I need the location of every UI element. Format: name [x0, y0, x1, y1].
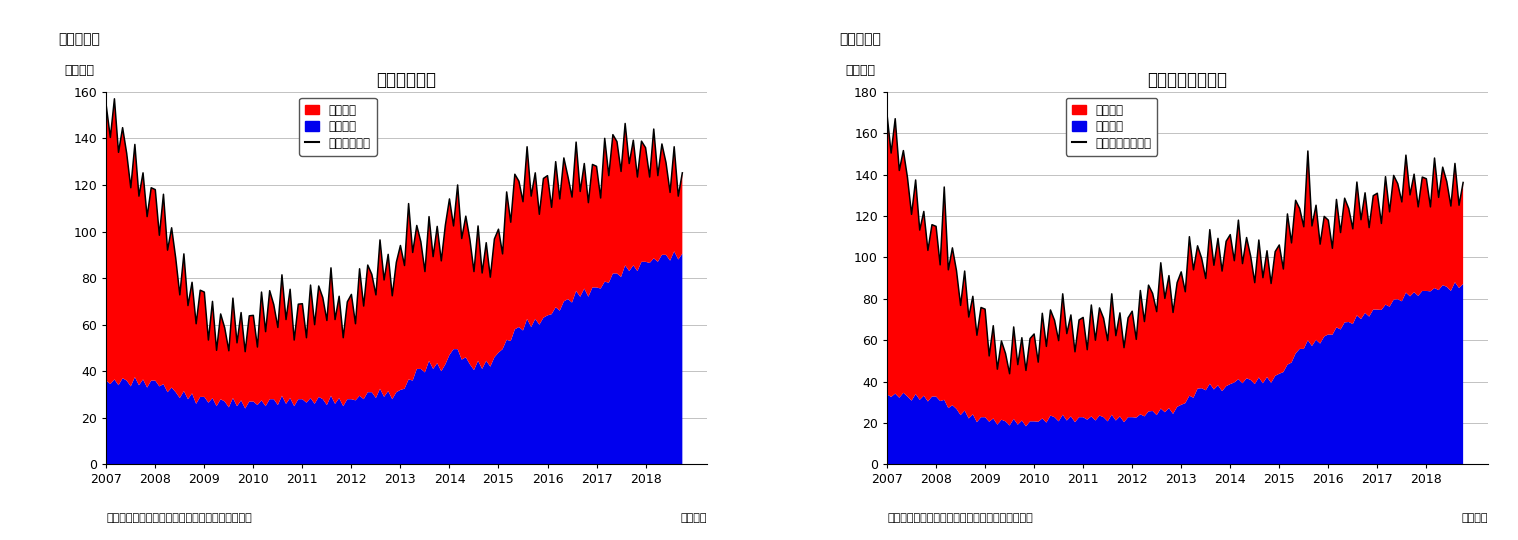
Text: （万件）: （万件）	[846, 64, 874, 77]
Legend: 集合住宅, 一戸建て, 住宅建築許可件数: 集合住宅, 一戸建て, 住宅建築許可件数	[1066, 98, 1157, 156]
Text: （資料）センサス局よりニッセイ基礎研究所作成: （資料）センサス局よりニッセイ基礎研究所作成	[887, 513, 1032, 523]
Text: （図表２）: （図表２）	[839, 32, 880, 46]
Text: （図表１）: （図表１）	[58, 32, 100, 46]
Legend: 集合住宅, 一戸建て, 住宅着工件数: 集合住宅, 一戸建て, 住宅着工件数	[299, 98, 376, 156]
Text: （資料）センサス局よりニッセイ基礎研究所作成: （資料）センサス局よりニッセイ基礎研究所作成	[106, 513, 252, 523]
Title: 住宅着工許可件数: 住宅着工許可件数	[1148, 71, 1228, 89]
Title: 住宅着工件数: 住宅着工件数	[376, 71, 437, 89]
Text: （万件）: （万件）	[64, 64, 94, 77]
Text: （月次）: （月次）	[1462, 513, 1488, 523]
Text: （月次）: （月次）	[680, 513, 707, 523]
